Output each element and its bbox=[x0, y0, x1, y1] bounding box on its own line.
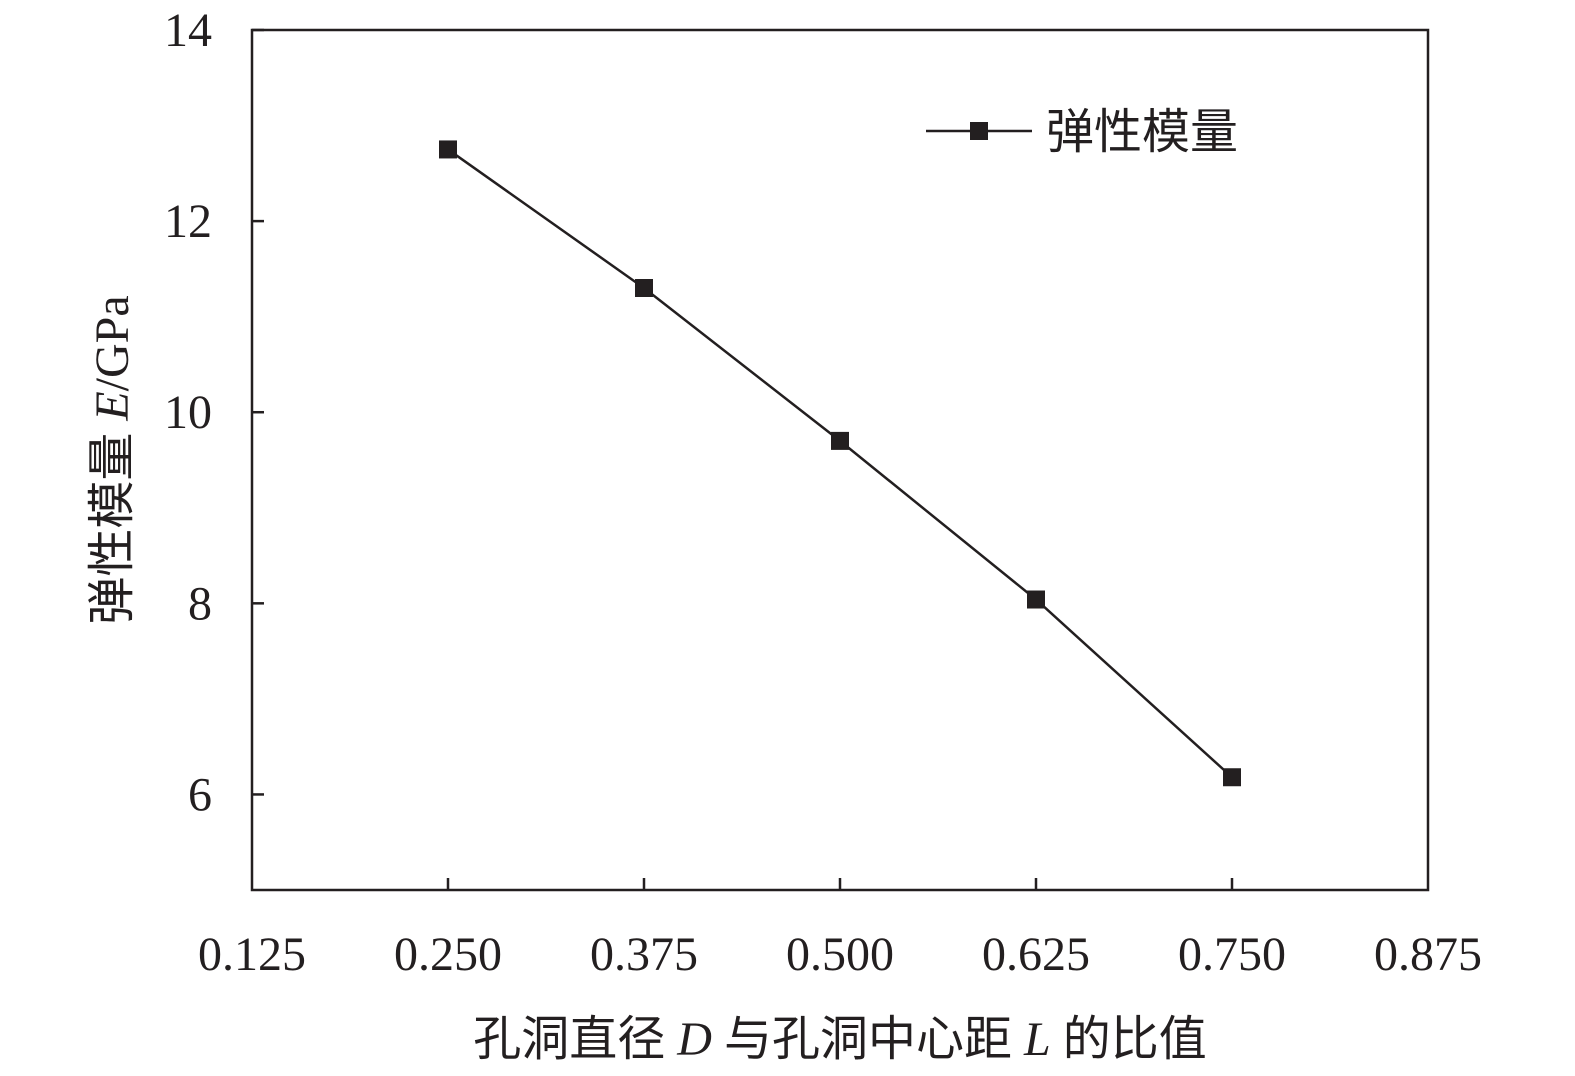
data-point bbox=[831, 431, 849, 450]
y-tick-label: 10 bbox=[164, 386, 212, 439]
y-tick-label: 6 bbox=[188, 768, 212, 821]
legend-label: 弹性模量 bbox=[1046, 106, 1238, 159]
x-axis-label: 孔洞直径 D 与孔洞中心距 L 的比值 bbox=[473, 1013, 1206, 1066]
series-line bbox=[447, 148, 1233, 779]
y-tick-label: 8 bbox=[188, 577, 212, 630]
x-tick-label: 0.625 bbox=[982, 928, 1090, 981]
data-point bbox=[1027, 590, 1045, 609]
data-point bbox=[439, 140, 457, 159]
x-tick-label: 0.250 bbox=[394, 928, 502, 981]
x-tick-label: 0.125 bbox=[198, 928, 306, 981]
y-axis: 6 8 10 12 14 bbox=[164, 4, 264, 821]
legend-marker bbox=[970, 122, 988, 140]
data-point bbox=[1223, 768, 1241, 787]
data-point bbox=[635, 279, 653, 297]
x-axis: 0.125 0.250 0.375 0.500 0.625 0.750 0.875 bbox=[198, 878, 1482, 981]
plot-frame bbox=[250, 28, 1430, 892]
series-layer bbox=[439, 140, 1241, 787]
y-axis-label: 弹性模量 E/GPa bbox=[86, 295, 139, 624]
legend: 弹性模量 bbox=[926, 106, 1238, 159]
x-tick-label: 0.750 bbox=[1178, 928, 1286, 981]
y-tick-label: 14 bbox=[164, 4, 212, 57]
y-tick-label: 12 bbox=[164, 195, 212, 248]
x-tick-label: 0.500 bbox=[786, 928, 894, 981]
x-tick-label: 0.375 bbox=[590, 928, 698, 981]
x-tick-label: 0.875 bbox=[1374, 928, 1482, 981]
